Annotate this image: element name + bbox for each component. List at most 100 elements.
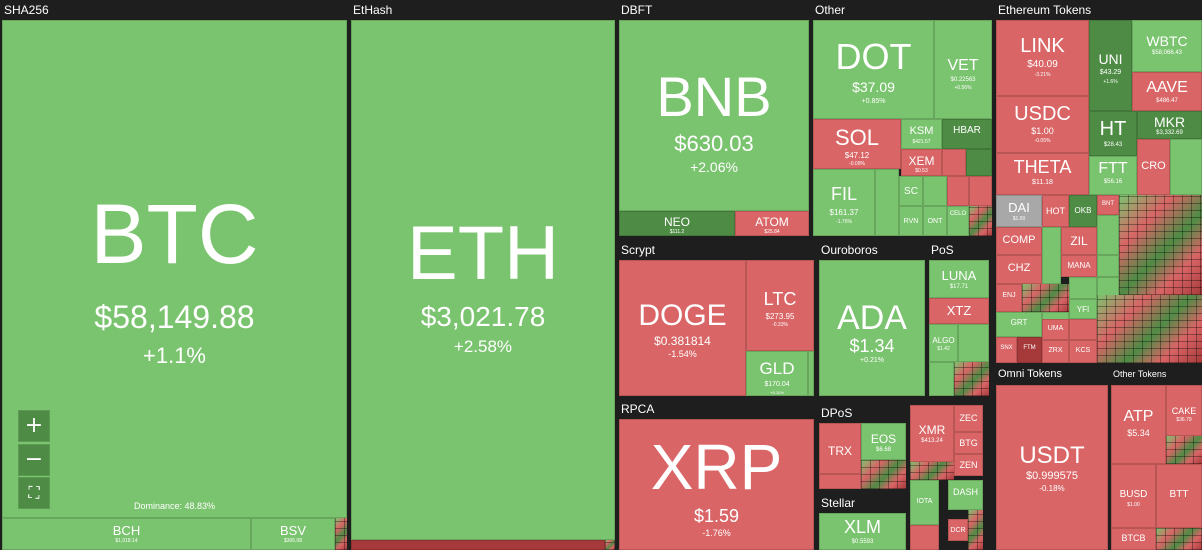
coin-tile-okb[interactable]: OKB (1069, 195, 1097, 227)
coin-tile-bsv[interactable]: BSV $305.08 (251, 518, 335, 550)
coin-tile-xem[interactable]: XEM $0.53 (901, 149, 942, 176)
small-coins-mosaic[interactable] (1022, 284, 1069, 312)
coin-tile-ftm[interactable]: FTM (1017, 337, 1042, 363)
coin-tile-vet[interactable]: VET $0.22563 +0.56% (934, 20, 992, 119)
coin-tile-cro[interactable]: CRO (1137, 139, 1170, 195)
coin-tile-small[interactable] (966, 149, 992, 176)
coin-tile-small[interactable] (875, 169, 899, 236)
coin-tile-chz[interactable]: CHZ (996, 255, 1042, 284)
small-coins-mosaic[interactable] (1156, 528, 1202, 550)
small-coins-mosaic[interactable] (1097, 295, 1202, 363)
coin-tile-small[interactable] (1042, 227, 1061, 284)
coin-tile-ftt[interactable]: FTT $56.16 (1089, 156, 1137, 195)
zoom-out-button[interactable]: − (18, 444, 50, 476)
coin-tile-small[interactable] (929, 362, 954, 396)
coin-tile-btcb[interactable]: BTCB (1111, 528, 1156, 550)
small-coins-mosaic[interactable] (1119, 195, 1202, 295)
coin-tile-small[interactable] (1097, 255, 1119, 277)
coin-tile-small[interactable] (1069, 277, 1097, 299)
coin-tile-yfi[interactable]: YFI (1069, 299, 1097, 319)
coin-tile-uma[interactable]: UMA (1042, 319, 1069, 340)
small-coins-mosaic[interactable] (910, 462, 954, 480)
coin-tile-small[interactable] (819, 474, 861, 489)
coin-tile-small[interactable] (969, 176, 992, 206)
coin-tile-eth-small[interactable] (351, 540, 605, 550)
coin-tile-small[interactable] (910, 525, 939, 550)
small-coins-mosaic[interactable] (954, 362, 989, 396)
coin-tile-theta[interactable]: THETA $11.18 (996, 153, 1089, 195)
coin-tile-uni[interactable]: UNI $43.29 +1.6% (1089, 20, 1132, 111)
coin-tile-algo[interactable]: ALGO $1.42 (929, 324, 958, 362)
coin-tile-usdc[interactable]: USDC $1.00 -0.05% (996, 96, 1089, 153)
small-coins-mosaic[interactable] (335, 518, 347, 550)
coin-tile-hbar[interactable]: HBAR (942, 119, 992, 149)
coin-tile-gld[interactable]: GLD $170.04 +0.11% (746, 351, 808, 396)
coin-tile-neo[interactable]: NEO $111.2 (619, 211, 735, 236)
coin-tile-sol[interactable]: SOL $47.12 -0.09% (813, 119, 901, 169)
coin-tile-luna[interactable]: LUNA $17.71 (929, 260, 989, 298)
coin-tile-small[interactable] (1170, 139, 1202, 195)
coin-tile-dai[interactable]: DAI $1.00 (996, 195, 1042, 227)
coin-tile-mkr[interactable]: MKR $3,332.69 (1137, 111, 1202, 139)
coin-tile-small[interactable] (942, 149, 966, 176)
coin-tile-btt[interactable]: BTT (1156, 464, 1202, 528)
small-coins-mosaic[interactable] (605, 540, 615, 550)
coin-tile-bnb[interactable]: BNB $630.03 +2.06% (619, 20, 809, 211)
coin-tile-atom[interactable]: ATOM $25.84 (735, 211, 809, 236)
coin-tile-xtz[interactable]: XTZ (929, 298, 989, 324)
coin-tile-mana[interactable]: MANA (1061, 255, 1097, 277)
coin-tile-busd[interactable]: BUSD $1.00 (1111, 464, 1156, 528)
coin-tile-comp[interactable]: COMP (996, 227, 1042, 255)
coin-tile-fil[interactable]: FIL $161.37 -1.76% (813, 169, 875, 236)
coin-tile-xmr[interactable]: XMR $413.24 (910, 405, 954, 462)
coin-tile-usdt[interactable]: USDT $0.999575 -0.18% (996, 385, 1108, 550)
small-coins-mosaic[interactable] (1166, 436, 1202, 464)
small-coins-mosaic[interactable] (968, 510, 983, 550)
coin-tile-rvn[interactable]: RVN (899, 206, 923, 236)
coin-tile-zrx[interactable]: ZRX (1042, 340, 1069, 363)
coin-tile-grt[interactable]: GRT (996, 312, 1042, 337)
coin-tile-eth[interactable]: ETH $3,021.78 +2.58% (351, 20, 615, 540)
coin-tile-wbtc[interactable]: WBTC $58,066.43 (1132, 20, 1202, 72)
coin-tile-ht[interactable]: HT $28.43 (1089, 111, 1137, 156)
coin-tile-dash[interactable]: DASH (948, 480, 983, 510)
coin-tile-bnt[interactable]: BNT (1097, 195, 1119, 215)
coin-tile-ltc[interactable]: LTC $273.95 -0.33% (746, 260, 814, 351)
zoom-in-button[interactable]: + (18, 410, 50, 442)
coin-tile-small[interactable] (1097, 215, 1119, 255)
coin-tile-small[interactable] (958, 324, 989, 362)
coin-tile-dcr[interactable]: DCR (948, 519, 968, 541)
coin-tile-btg[interactable]: BTG (954, 432, 983, 454)
coin-tile-kcs[interactable]: KCS (1069, 340, 1097, 363)
coin-tile-btc[interactable]: BTC $58,149.88 +1.1% Dominance: 48.83% (2, 20, 347, 518)
coin-tile-atp[interactable]: ATP $5.34 (1111, 385, 1166, 464)
coin-tile-zen[interactable]: ZEN (954, 454, 983, 476)
coin-tile-dot[interactable]: DOT $37.09 +0.85% (813, 20, 934, 119)
coin-tile-link[interactable]: LINK $40.09 -3.21% (996, 20, 1089, 96)
coin-tile-enj[interactable]: ENJ (996, 284, 1022, 312)
coin-tile-aave[interactable]: AAVE $486.47 (1132, 72, 1202, 111)
coin-tile-bch[interactable]: BCH $1,018.14 (2, 518, 251, 550)
fullscreen-icon[interactable]: ⛶ (18, 477, 50, 509)
coin-tile-xrp[interactable]: XRP $1.59 -1.76% (619, 419, 814, 550)
coin-tile-zec[interactable]: ZEC (954, 405, 983, 432)
coin-tile-small[interactable] (923, 176, 947, 206)
coin-tile-ksm[interactable]: KSM $421.57 (901, 119, 942, 149)
coin-tile-doge[interactable]: DOGE $0.381814 -1.54% (619, 260, 746, 396)
coin-tile-ada[interactable]: ADA $1.34 +0.21% (819, 260, 925, 396)
coin-tile-hot[interactable]: HOT (1042, 195, 1069, 227)
coin-tile-sc[interactable]: SC (899, 176, 923, 206)
coin-tile-iota[interactable]: IOTA (910, 480, 939, 525)
coin-tile-zil[interactable]: ZIL (1061, 227, 1097, 255)
coin-tile-ont[interactable]: ONT (923, 206, 947, 236)
coin-tile-snx[interactable]: SNX (996, 337, 1017, 363)
coin-tile-cake[interactable]: CAKE $36.79 (1166, 385, 1202, 436)
small-coins-mosaic[interactable] (969, 206, 992, 236)
coin-tile-small[interactable] (1069, 319, 1097, 340)
coin-tile-small[interactable] (808, 351, 814, 396)
coin-tile-celo[interactable]: CELO (947, 206, 969, 236)
coin-tile-small[interactable] (947, 176, 969, 206)
coin-tile-xlm[interactable]: XLM $0.5593 (819, 513, 906, 550)
coin-tile-eos[interactable]: EOS $6.68 (861, 423, 906, 460)
coin-tile-trx[interactable]: TRX (819, 423, 861, 474)
